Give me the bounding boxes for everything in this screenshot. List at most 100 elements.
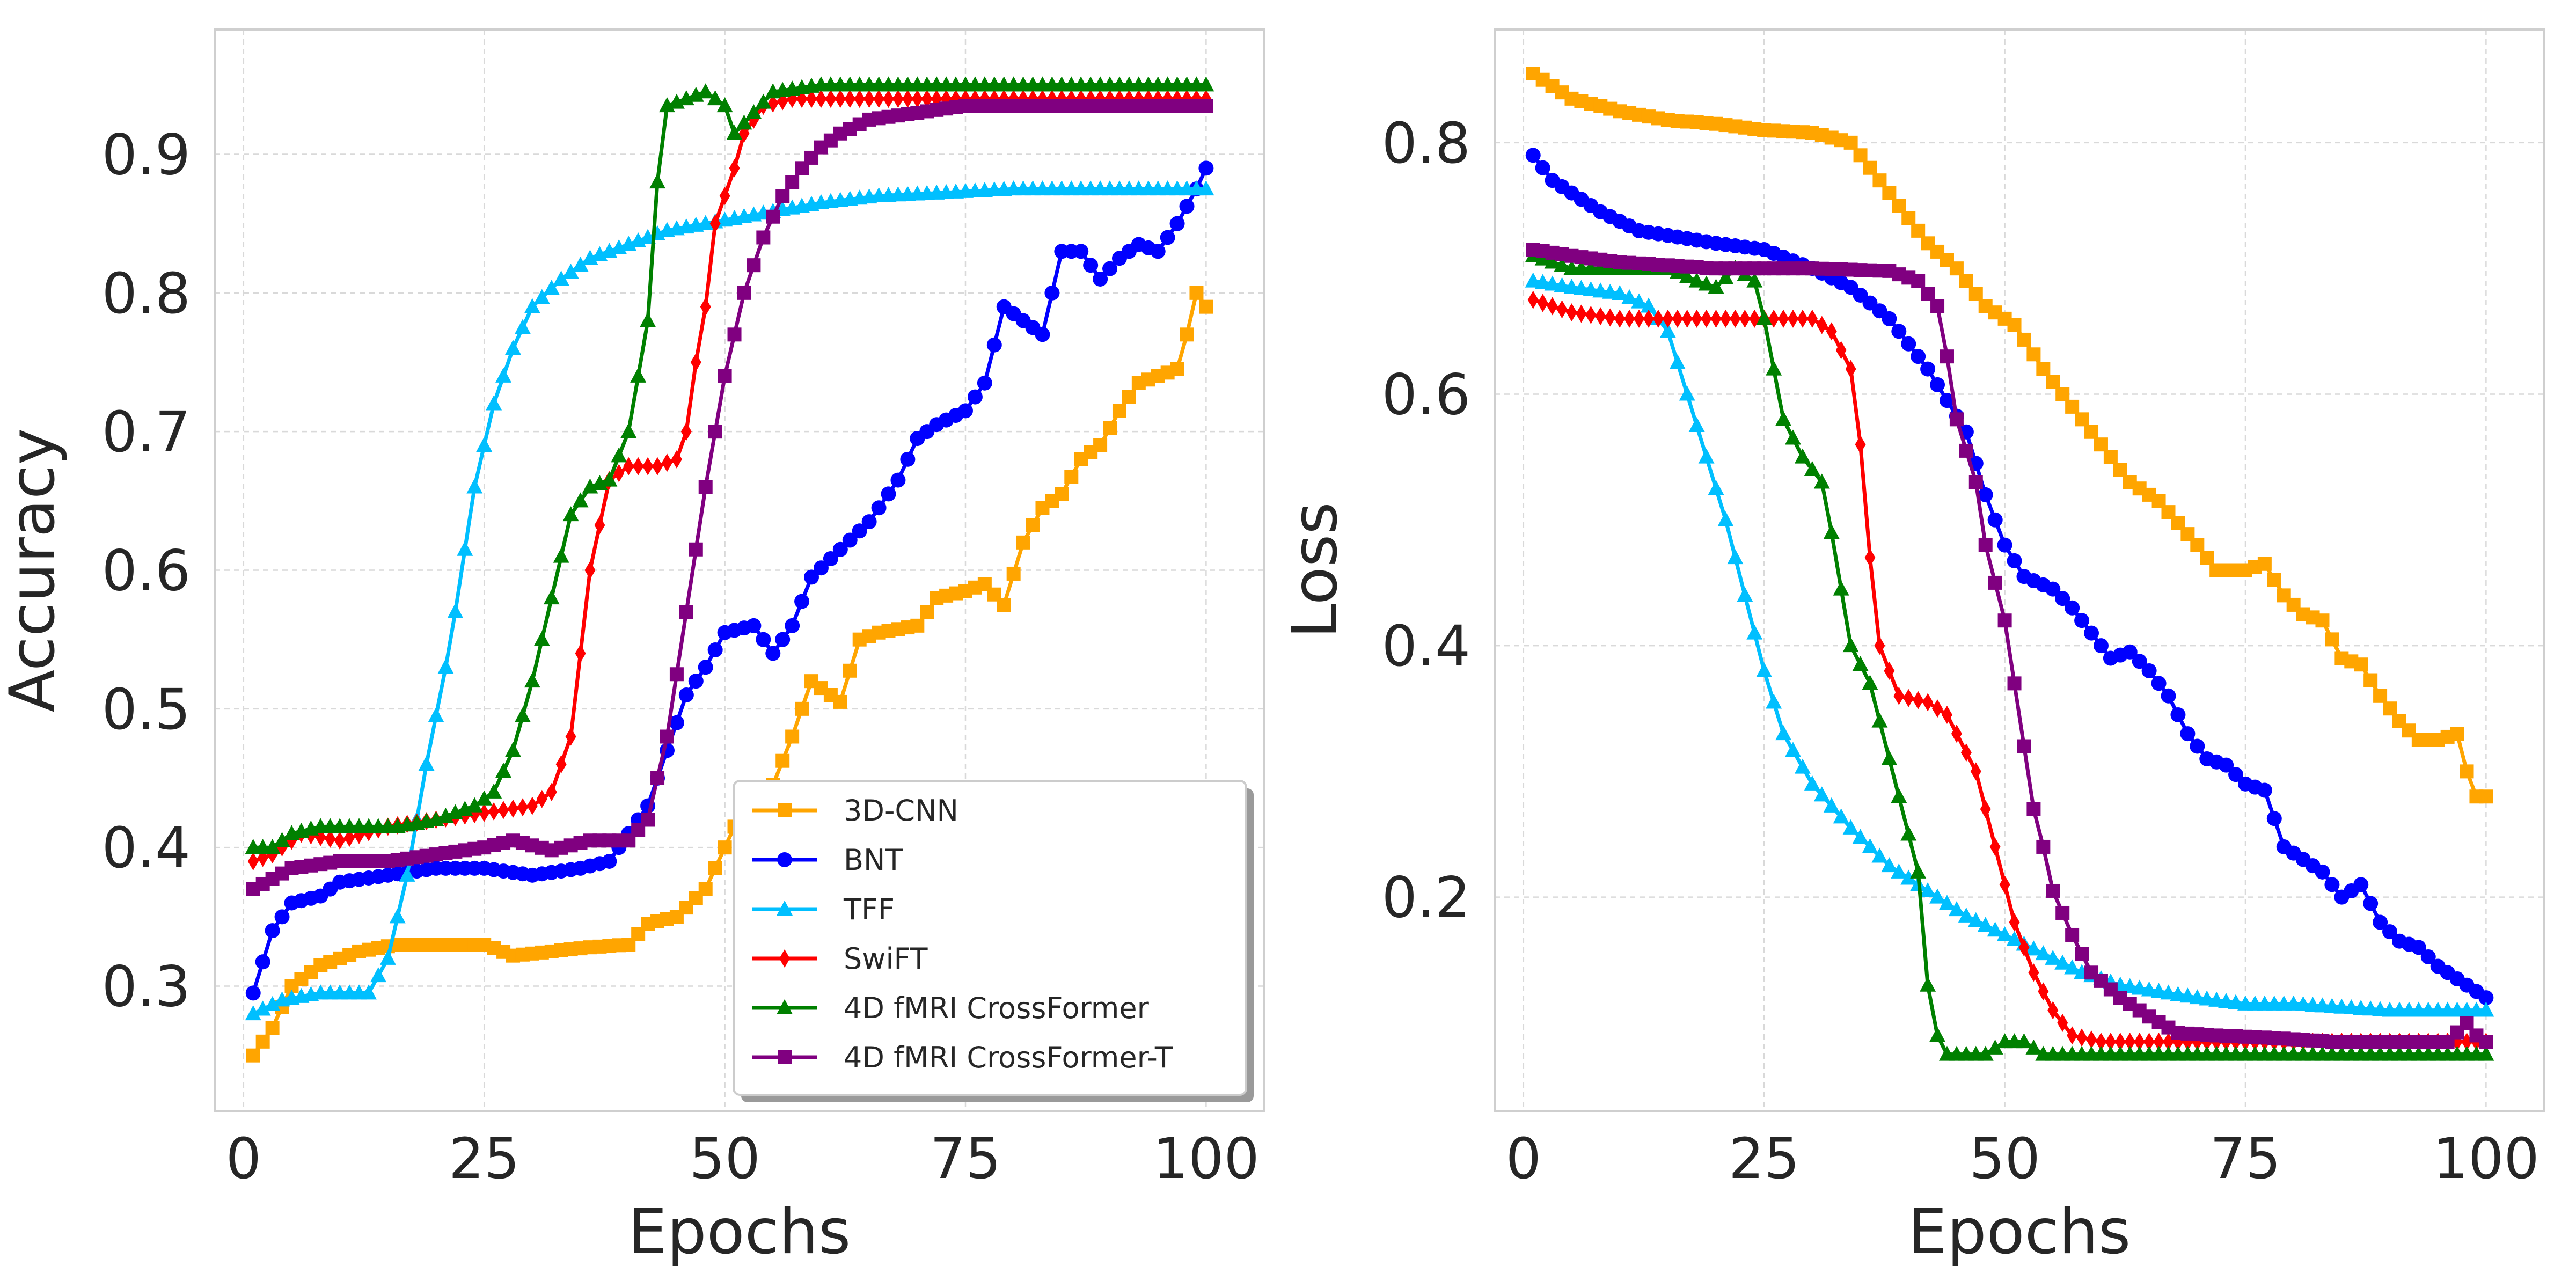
data-point — [1813, 473, 1830, 489]
data-point — [1938, 895, 1955, 910]
series-line — [1531, 154, 2487, 1000]
data-point — [399, 866, 415, 882]
data-point — [1823, 797, 1840, 813]
data-point — [642, 457, 654, 475]
data-point — [1746, 272, 1763, 288]
data-point — [689, 542, 703, 557]
data-point — [1892, 199, 1906, 213]
data-point — [1929, 1027, 1946, 1042]
data-point — [584, 561, 596, 580]
data-point — [1823, 524, 1840, 539]
data-point — [2113, 463, 2127, 477]
data-point — [2257, 557, 2272, 571]
data-point — [669, 667, 684, 682]
data-point — [1872, 173, 1887, 188]
data-point — [1939, 393, 1955, 408]
data-point — [844, 90, 855, 108]
data-point — [1920, 976, 1936, 992]
y-tick-label: 0.3 — [102, 954, 191, 1020]
data-point — [806, 90, 817, 108]
data-point — [2134, 1033, 2145, 1051]
data-point — [718, 369, 732, 383]
data-point — [997, 598, 1011, 612]
data-point — [650, 771, 665, 785]
data-point — [1102, 261, 1118, 276]
data-point — [1862, 838, 1878, 853]
data-point — [881, 486, 896, 502]
plot-frame — [214, 28, 1265, 1112]
data-point — [2161, 688, 2176, 704]
data-point — [325, 830, 336, 848]
data-point — [910, 618, 925, 633]
data-point — [1778, 309, 1789, 328]
data-point — [1978, 487, 1993, 502]
data-point — [2153, 1033, 2164, 1051]
data-point — [1804, 775, 1820, 791]
data-point — [660, 729, 674, 744]
legend-entry: BNT — [844, 843, 903, 877]
data-point — [835, 90, 846, 108]
data-point — [678, 687, 694, 702]
data-point — [1592, 282, 1609, 298]
data-point — [1967, 912, 1984, 927]
data-point — [265, 1021, 280, 1035]
x-axis-label: Epochs — [1908, 1196, 2131, 1268]
data-point — [1949, 261, 1964, 276]
data-point — [1554, 277, 1570, 292]
legend-marker — [777, 901, 793, 916]
data-point — [2353, 877, 2369, 892]
series-4d-fmri-crossformer-t — [246, 99, 1213, 896]
y-tick-label: 0.7 — [102, 399, 191, 465]
data-point — [2324, 877, 2340, 892]
data-point — [2132, 654, 2147, 669]
data-point — [555, 755, 567, 774]
data-point — [1547, 297, 1558, 316]
data-point — [1775, 411, 1792, 426]
series-tff — [245, 180, 1214, 1021]
data-point — [1891, 324, 1907, 339]
data-point — [1055, 487, 1069, 501]
data-point — [360, 984, 377, 1000]
data-point — [437, 658, 454, 674]
data-point — [553, 547, 569, 563]
y-tick-label: 0.9 — [102, 122, 191, 188]
accuracy-panel: 0 25 50 75 100 0.3 0.4 0.5 0.6 0.7 0.8 0.9 Epochs Acc… — [0, 28, 1265, 1268]
data-point — [601, 471, 618, 487]
data-point — [2382, 924, 2398, 940]
data-point — [2046, 883, 2060, 898]
data-point — [708, 861, 722, 875]
data-point — [1900, 869, 1917, 885]
data-point — [1932, 699, 1943, 718]
data-point — [2047, 1001, 2059, 1020]
data-point — [1103, 421, 1117, 435]
y-tick-label: 0.4 — [1382, 613, 1470, 679]
data-point — [861, 514, 877, 530]
data-point — [466, 478, 483, 494]
data-point — [2208, 991, 2225, 1007]
series-4d-fmri-crossformer — [245, 76, 1214, 854]
data-point — [1662, 309, 1673, 328]
data-point — [1901, 336, 1916, 352]
data-point — [486, 395, 502, 411]
data-point — [986, 337, 1002, 353]
data-point — [1708, 279, 1724, 294]
data-point — [854, 90, 865, 108]
data-point — [524, 298, 540, 313]
data-point — [1198, 76, 1214, 92]
x-tick-label: 25 — [1729, 1126, 1799, 1191]
data-point — [255, 1034, 270, 1049]
data-point — [1794, 758, 1811, 774]
data-point — [2065, 600, 2080, 616]
data-point — [1881, 750, 1898, 765]
data-point — [900, 451, 916, 467]
data-point — [505, 742, 522, 757]
data-point — [1691, 309, 1702, 328]
data-point — [2228, 767, 2244, 782]
data-point — [873, 90, 884, 108]
data-point — [1949, 412, 1964, 427]
data-point — [688, 674, 704, 689]
data-point — [2006, 931, 2023, 946]
data-point — [785, 729, 800, 744]
data-point — [1199, 99, 1213, 113]
series-bnt — [1525, 148, 2494, 1006]
